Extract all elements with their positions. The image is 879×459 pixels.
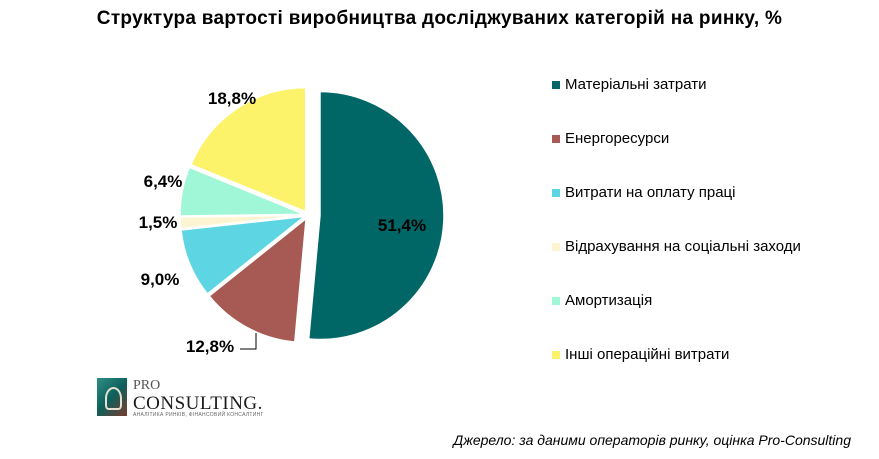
pie-slice-depreciation [179,166,305,217]
data-label-other: 18,8% [208,89,256,108]
data-label-depreciation: 6,4% [144,172,183,191]
logo-consulting-text: CONSULTING. [133,393,263,414]
pie-slice-energy [208,216,308,343]
pie-slice-labor [180,215,307,296]
legend-label-energy: Енергоресурси [565,130,670,147]
logo-tagline: АНАЛІТИКА РИНКІВ, ФІНАНСОВИЙ КОНСАЛТИНГ [133,412,264,418]
data-label-labor: 9,0% [141,270,180,289]
logo-pro-text: PRO [133,378,161,393]
legend-label-labor: Витрати на оплату праці [565,184,736,201]
pie-slice-social [179,214,305,230]
pie-slice-material [307,90,445,341]
legend-item-social: Відрахування на соціальні заходи [552,238,852,256]
legend-swatch-energy [552,135,560,143]
data-label-material: 51,4% [378,216,426,235]
legend-label-other: Інші операційні витрати [565,346,730,363]
legend-item-material: Матеріальні затрати [552,76,852,94]
legend-label-social: Відрахування на соціальні заходи [565,238,801,255]
legend-item-depreciation: Амортизація [552,292,852,310]
legend-item-labor: Витрати на оплату праці [552,184,852,202]
logo-icon [97,378,127,416]
chart-title: Структура вартості виробництва досліджув… [96,8,783,29]
legend-swatch-labor [552,189,560,197]
legend-swatch-social [552,243,560,251]
legend-label-depreciation: Амортизація [565,292,653,309]
data-label-social: 1,5% [139,213,178,232]
data-label-energy: 12,8% [186,337,234,356]
source-note: Джерело: за даними операторів ринку, оці… [453,432,851,448]
legend-label-material: Матеріальні затрати [565,76,707,93]
legend-item-energy: Енергоресурси [552,130,852,148]
legend-swatch-material [552,81,560,89]
legend-swatch-other [552,351,560,359]
logo: PRO CONSULTING. АНАЛІТИКА РИНКІВ, ФІНАНС… [97,378,267,418]
leader-line-energy [240,333,257,350]
legend-swatch-depreciation [552,297,560,305]
legend-item-other: Інші операційні витрати [552,346,852,364]
pie-slice-other [190,86,307,213]
